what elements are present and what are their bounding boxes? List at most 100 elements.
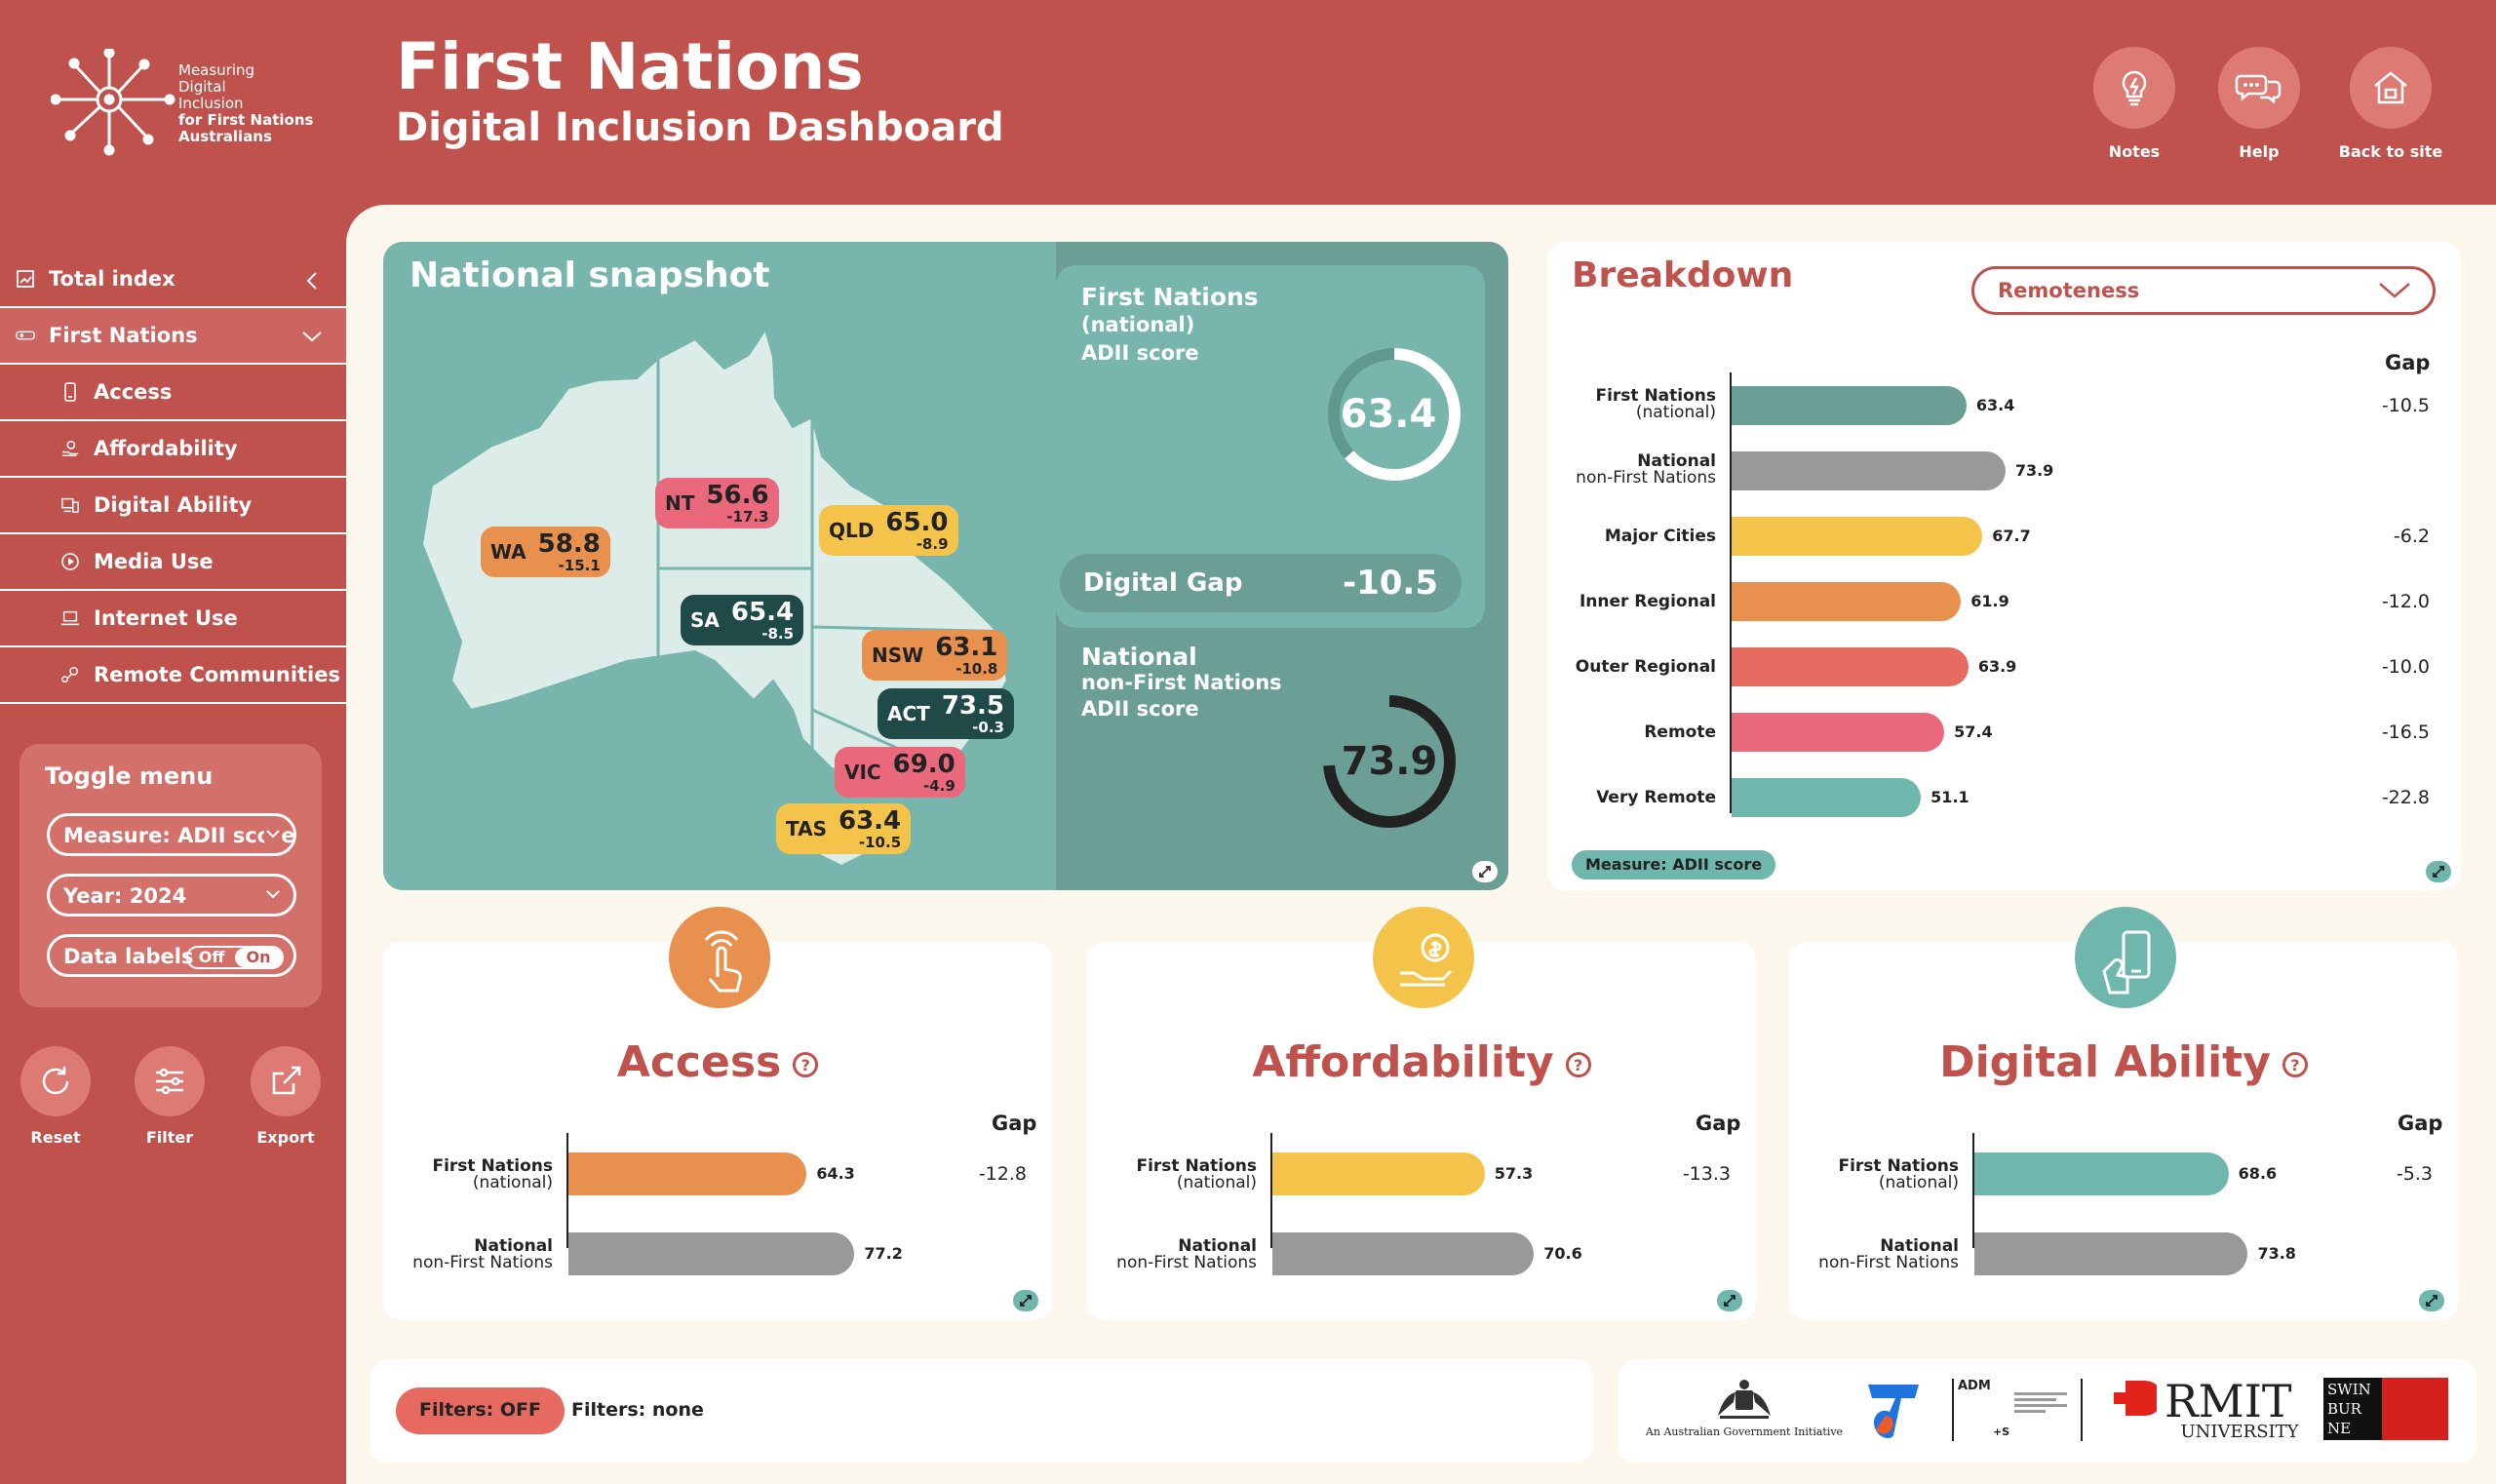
sidebar-item-affordability[interactable]: Affordability bbox=[0, 421, 346, 478]
access-fn-value: 64.3 bbox=[816, 1164, 855, 1183]
sidebar-item-total-index[interactable]: Total index bbox=[0, 252, 346, 308]
state-label-wa[interactable]: WA 58.8 -15.1 bbox=[481, 527, 610, 577]
affordability-fn-bar[interactable] bbox=[1272, 1152, 1485, 1195]
hand-coin-icon bbox=[1400, 933, 1453, 987]
access-nat-bar[interactable] bbox=[568, 1232, 855, 1275]
digital-ability-nat-label: National non-First Nations bbox=[1818, 1236, 1959, 1272]
digital-ability-nat-bar[interactable] bbox=[1974, 1232, 2248, 1275]
expand-icon bbox=[1020, 1295, 1032, 1307]
breakdown-bar-value: 63.9 bbox=[1977, 657, 2017, 676]
state-label-tas[interactable]: TAS 63.4 -10.5 bbox=[776, 803, 912, 854]
sidebar-item-digital-ability[interactable]: Digital Ability bbox=[0, 478, 346, 534]
laptop-icon bbox=[60, 608, 80, 628]
state-label-nsw[interactable]: NSW 63.1 -10.8 bbox=[862, 630, 1008, 681]
breakdown-row-label: National non-First Nations bbox=[1576, 451, 1716, 488]
state-label-qld[interactable]: QLD 65.0 -8.9 bbox=[819, 505, 958, 556]
breakdown-bar[interactable] bbox=[1732, 386, 1967, 425]
state-label-sa[interactable]: SA 65.4 -8.5 bbox=[681, 595, 804, 645]
back-to-site-button[interactable]: Back to site bbox=[2336, 47, 2445, 161]
state-label-nt[interactable]: NT 56.6 -17.3 bbox=[655, 478, 779, 528]
expand-icon bbox=[1479, 866, 1491, 878]
breakdown-gap-value: -10.5 bbox=[2381, 395, 2430, 416]
breakdown-bar[interactable] bbox=[1732, 778, 1922, 817]
digital-ability-title: Digital Ability? bbox=[1789, 1037, 2458, 1087]
export-button[interactable]: Export bbox=[242, 1046, 330, 1147]
breakdown-bar-value: 57.4 bbox=[1954, 722, 1993, 741]
breakdown-row-label: Outer Regional bbox=[1575, 657, 1716, 677]
year-select[interactable]: Year: 2024 bbox=[47, 874, 296, 917]
reset-button[interactable]: Reset bbox=[12, 1046, 99, 1147]
access-gap-value: -12.8 bbox=[978, 1163, 1027, 1185]
hand-coin-icon bbox=[60, 439, 80, 458]
digital-ability-fn-bar[interactable] bbox=[1974, 1152, 2229, 1195]
chevron-down-icon[interactable] bbox=[301, 330, 323, 343]
breakdown-bar-value: 63.4 bbox=[1975, 396, 2015, 414]
breakdown-row-label: Remote bbox=[1644, 722, 1716, 742]
page-title: First Nations bbox=[396, 29, 864, 104]
help-icon[interactable]: ? bbox=[2282, 1052, 2308, 1077]
sidebar-item-first-nations[interactable]: First Nations bbox=[0, 308, 346, 365]
filters-status-button[interactable]: Filters: OFF bbox=[396, 1387, 565, 1434]
swinburne-logo: SWIN BUR NE bbox=[2323, 1378, 2448, 1440]
filters-text: Filters: none bbox=[571, 1399, 704, 1421]
chevron-down-icon bbox=[2379, 283, 2410, 298]
help-icon[interactable]: ? bbox=[793, 1052, 819, 1077]
help-button[interactable]: Help bbox=[2205, 47, 2313, 161]
filter-button[interactable]: Filter bbox=[126, 1046, 214, 1147]
flag-icon bbox=[16, 326, 35, 345]
breakdown-bar[interactable] bbox=[1732, 713, 1945, 752]
first-nations-gauge-arc bbox=[1328, 348, 1461, 481]
state-label-vic[interactable]: VIC 69.0 -4.9 bbox=[835, 747, 965, 798]
first-nations-score-label: First Nations (national) ADII score bbox=[1081, 283, 1259, 365]
snapshot-title: National snapshot bbox=[410, 255, 770, 295]
affordability-nat-bar[interactable] bbox=[1272, 1232, 1535, 1275]
on-off-switch[interactable]: Off On bbox=[186, 946, 284, 969]
sidebar-item-access[interactable]: Access bbox=[0, 365, 346, 421]
access-expand-button[interactable] bbox=[1013, 1290, 1038, 1311]
chevron-left-icon[interactable] bbox=[305, 271, 319, 291]
measure-badge: Measure: ADII score bbox=[1572, 850, 1776, 879]
toggle-menu-title: Toggle menu bbox=[45, 762, 214, 790]
chevron-down-icon bbox=[266, 890, 280, 899]
phone-icon bbox=[60, 382, 80, 402]
snapshot-expand-button[interactable] bbox=[1472, 861, 1498, 882]
national-gauge: 73.9 bbox=[1323, 695, 1456, 828]
sidebar-item-internet-use[interactable]: Internet Use bbox=[0, 591, 346, 647]
breakdown-expand-button[interactable] bbox=[2426, 861, 2451, 882]
location-icon bbox=[60, 665, 80, 684]
access-fn-bar[interactable] bbox=[568, 1152, 807, 1195]
digital-ability-fn-label: First Nations (national) bbox=[1838, 1156, 1959, 1192]
device-icon bbox=[60, 495, 80, 515]
data-labels-toggle[interactable]: Data labels Off On bbox=[47, 934, 296, 977]
breakdown-row-label: Major Cities bbox=[1604, 527, 1716, 546]
measure-select[interactable]: Measure: ADII score bbox=[47, 813, 296, 856]
breakdown-axis bbox=[1730, 372, 1732, 813]
breakdown-row-label: First Nations (national) bbox=[1595, 386, 1716, 422]
logo bbox=[50, 47, 177, 156]
breakdown-bar[interactable] bbox=[1732, 451, 2006, 490]
filters-bar bbox=[370, 1359, 1593, 1463]
breakdown-bar[interactable] bbox=[1732, 517, 1983, 556]
access-nat-value: 77.2 bbox=[864, 1244, 903, 1263]
state-label-act[interactable]: ACT 73.5 -0.3 bbox=[878, 688, 1014, 739]
access-badge bbox=[669, 907, 770, 1008]
affordability-expand-button[interactable] bbox=[1717, 1290, 1742, 1311]
sidebar-item-media-use[interactable]: Media Use bbox=[0, 534, 346, 591]
reset-icon bbox=[42, 1067, 69, 1095]
breakdown-bar-value: 73.9 bbox=[2014, 461, 2054, 480]
logo-sunburst-icon bbox=[50, 47, 176, 156]
breakdown-card bbox=[1547, 242, 2461, 890]
expand-icon bbox=[1724, 1295, 1736, 1307]
breakdown-bar[interactable] bbox=[1732, 647, 1969, 686]
help-icon[interactable]: ? bbox=[1565, 1052, 1591, 1077]
digital-ability-fn-value: 68.6 bbox=[2238, 1164, 2278, 1183]
breakdown-gap-value: -6.2 bbox=[2393, 526, 2430, 547]
digital-ability-expand-button[interactable] bbox=[2419, 1290, 2444, 1311]
affordability-fn-label: First Nations (national) bbox=[1136, 1156, 1257, 1192]
remoteness-select[interactable]: Remoteness bbox=[1971, 266, 2436, 315]
notes-button[interactable]: Notes bbox=[2081, 47, 2188, 161]
sidebar-item-remote-communities[interactable]: Remote Communities bbox=[0, 647, 346, 704]
breakdown-bar[interactable] bbox=[1732, 582, 1962, 621]
touch-signal-icon bbox=[704, 930, 742, 993]
first-nations-gauge: 63.4 bbox=[1328, 348, 1461, 481]
